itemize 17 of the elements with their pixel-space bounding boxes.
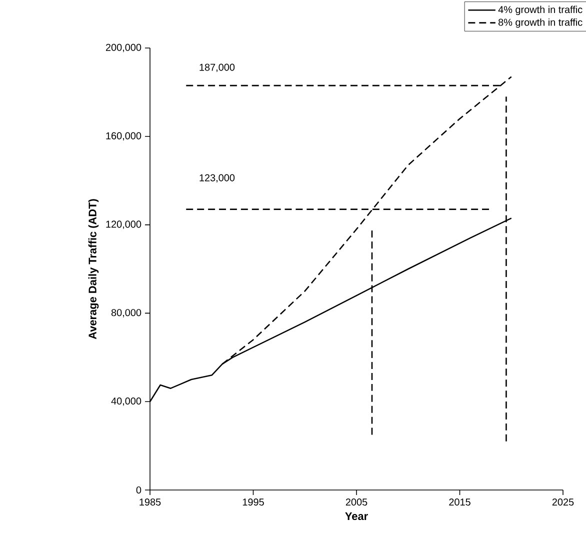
y-tick-label: 0 xyxy=(136,486,142,494)
y-tick-label: 40,000 xyxy=(111,397,142,406)
y-tick-label: 160,000 xyxy=(106,132,142,141)
y-axis-title: Average Daily Traffic (ADT) xyxy=(88,199,99,340)
annotation: 187,000 xyxy=(200,64,235,72)
y-tick-label: 120,000 xyxy=(106,220,142,229)
x-tick-label: 1995 xyxy=(242,498,264,506)
legend-label: 4% growth in traffic xyxy=(498,6,582,16)
x-tick-label: 2015 xyxy=(449,498,470,506)
x-axis-title: Year xyxy=(345,512,368,520)
y-tick-label: 80,000 xyxy=(111,309,142,318)
y-tick-label: 200,000 xyxy=(106,44,142,52)
annotation: 123,000 xyxy=(200,174,235,183)
x-tick-label: 2025 xyxy=(552,498,574,506)
x-tick-label: 2005 xyxy=(346,498,368,506)
legend-label: 8% growth in traffic xyxy=(498,18,582,28)
x-tick-label: 1985 xyxy=(140,498,161,506)
